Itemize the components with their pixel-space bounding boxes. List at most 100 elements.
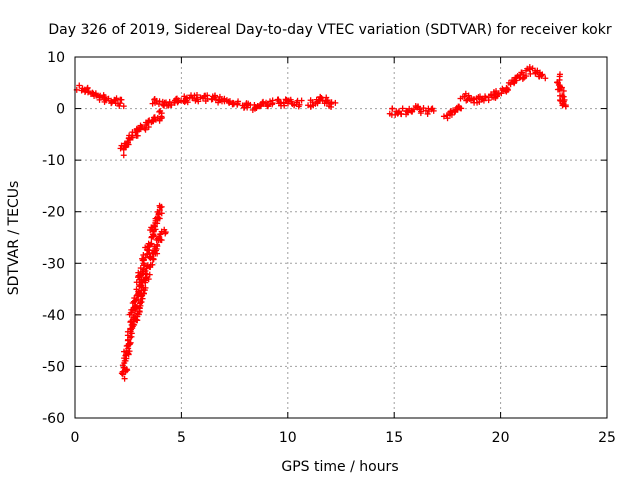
data-point [89,89,96,96]
data-point [461,93,468,100]
data-point [264,102,271,109]
data-point [522,67,529,74]
segment-late-spike [554,71,569,110]
data-point [495,90,502,97]
data-point [389,105,396,112]
y-tick-label: -60 [42,411,65,427]
data-point [244,104,251,111]
data-point [512,77,519,84]
x-tick-label: 15 [385,430,403,446]
data-point [129,323,136,330]
data-point [215,99,222,106]
y-tick-label: -40 [42,308,65,324]
segment-midday-band [149,92,305,113]
data-point [182,95,189,102]
data-point [137,265,144,272]
plot-frame [74,56,608,419]
data-point [123,366,130,373]
data-point [132,129,139,136]
data-point [143,246,150,253]
data-point [417,110,424,117]
data-point [561,96,568,103]
data-point [120,103,127,110]
data-point [289,100,296,107]
data-point [157,204,164,211]
data-point [443,112,450,119]
data-point [127,339,134,346]
data-point [117,100,124,107]
segment-early-positive [73,82,127,110]
data-point [269,100,276,107]
data-point [152,226,159,233]
data-point [124,139,131,146]
data-point [139,257,146,264]
data-point [158,114,165,121]
data-point [157,236,164,243]
data-point [527,70,534,77]
x-axis-label: GPS time / hours [281,459,398,475]
data-point [257,103,264,110]
data-point [467,97,474,104]
data-point [141,125,148,132]
data-point [556,86,563,93]
data-point [444,115,451,122]
data-point [126,341,133,348]
y-tick-label: -10 [42,153,65,169]
data-point [133,316,140,323]
data-points [73,64,569,382]
data-point [148,240,155,247]
data-point [144,263,151,270]
data-point [260,100,267,107]
data-point [410,106,417,113]
data-point [145,123,152,130]
axis-ticks: 0 5 10 15 20 25 -60 -50 -40 -30 -20 -10 0 10 [42,50,616,446]
data-point [322,97,329,104]
data-point [138,298,145,305]
data-point [211,92,218,99]
y-tick-label: -20 [42,205,65,221]
data-point [150,256,157,263]
data-point [332,99,339,106]
data-point [526,66,533,73]
x-tick-label: 25 [598,430,616,446]
data-point [520,71,527,78]
y-tick-label: 10 [47,50,65,66]
data-point [117,145,124,152]
data-point [76,82,83,89]
data-point [298,97,305,104]
grid-lines [75,57,607,418]
data-point [397,110,404,117]
data-point [175,97,182,104]
data-point [121,375,128,382]
x-tick-label: 10 [279,430,297,446]
data-point [328,99,335,106]
data-point [223,97,230,104]
data-point [560,101,567,108]
segment-noon-cluster [305,93,339,110]
data-point [137,122,144,129]
data-point [195,98,202,105]
chart-title: Day 326 of 2019, Sidereal Day-to-day VTE… [48,22,611,38]
data-point [429,105,436,112]
data-point [142,284,149,291]
x-tick-label: 5 [177,430,186,446]
data-point [157,107,164,114]
data-point [554,79,561,86]
data-point [295,103,302,110]
data-point [560,87,567,94]
data-point [162,229,169,236]
data-point [120,152,127,159]
data-point [155,211,162,218]
segment-afternoon-a [386,103,437,118]
data-point [457,105,464,112]
data-point [156,233,163,240]
x-tick-label: 0 [71,430,80,446]
data-point [136,304,143,311]
data-point [424,110,431,117]
data-point [507,81,514,88]
data-point [113,95,120,102]
y-tick-label: -30 [42,256,65,272]
data-point [143,271,150,278]
data-point [538,72,545,79]
data-point [147,253,154,260]
